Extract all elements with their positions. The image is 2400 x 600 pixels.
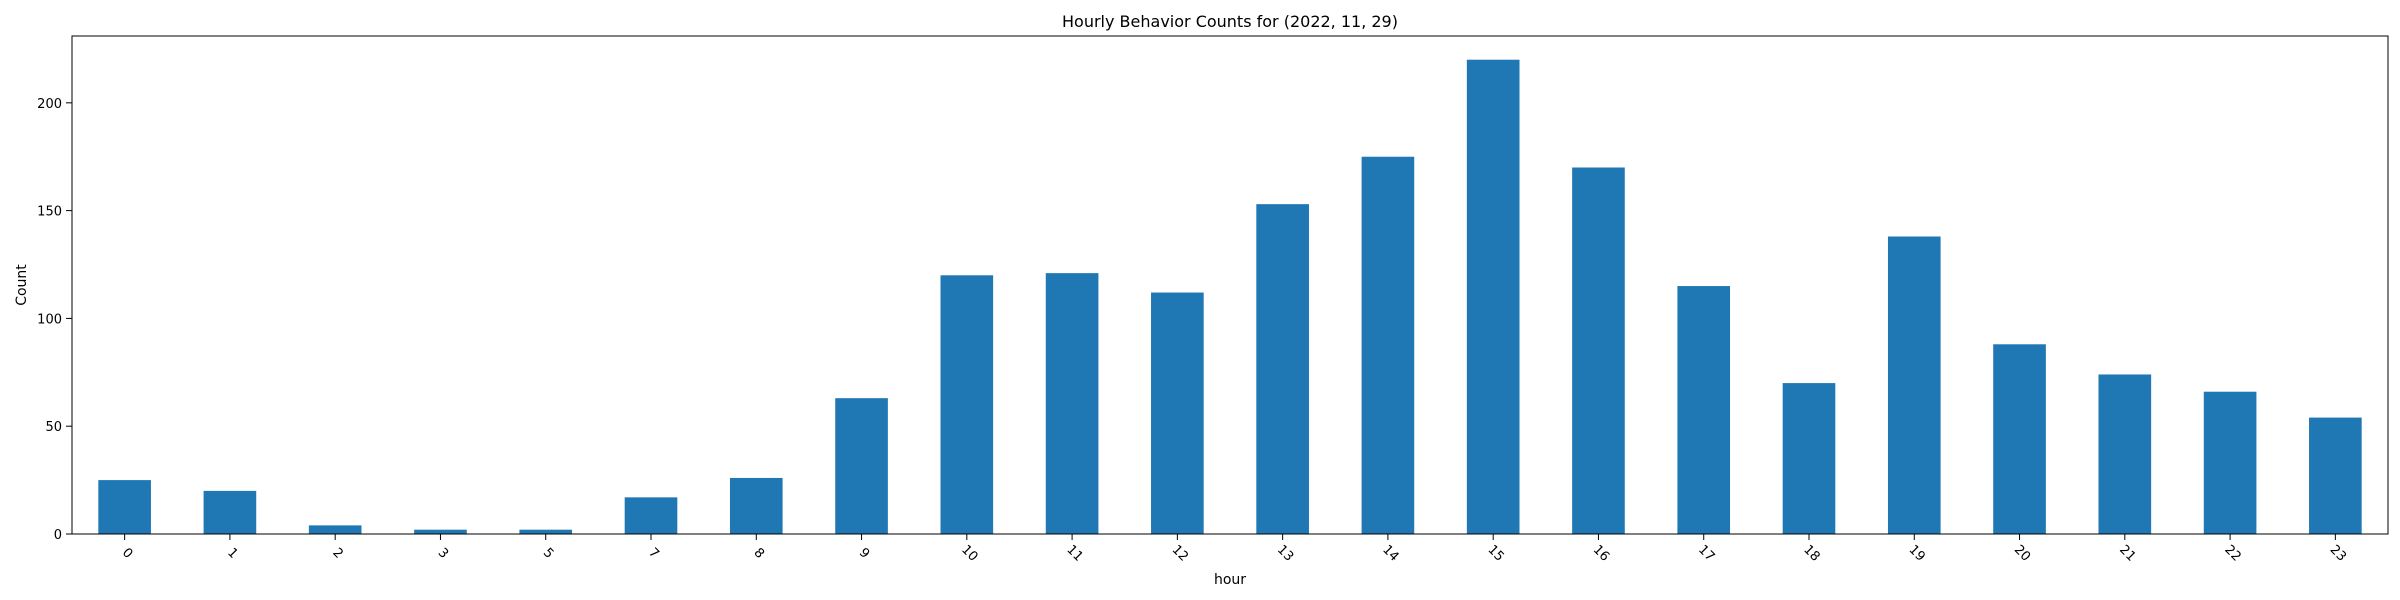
x-tick-label: 18	[1800, 542, 1822, 564]
x-tick-label: 2	[329, 545, 345, 561]
bar-hour-5	[519, 529, 573, 534]
x-tick-label: 17	[1695, 542, 1717, 564]
bar-hour-3	[414, 529, 467, 534]
x-tick-label: 16	[1590, 542, 1612, 564]
x-tick-label: 5	[540, 545, 556, 561]
plot-area: 0 1 2 3 5 7 8 9 10 11 12 13 14 15 16 17 18 19 20 21 22 23 050…	[37, 35, 2389, 565]
bar-hour-12	[1151, 292, 1204, 534]
y-tick-label: 200	[37, 97, 62, 112]
bar-hour-16	[1572, 167, 1625, 534]
x-tick-label: 22	[2221, 542, 2243, 564]
bar-hour-8	[729, 477, 783, 534]
x-tick-label: 15	[1485, 542, 1507, 564]
bar-hour-17	[1677, 286, 1731, 534]
x-tick-label: 12	[1169, 542, 1191, 564]
x-tick-label: 23	[2327, 542, 2349, 564]
x-tick-label: 14	[1379, 542, 1401, 564]
bar-hour-20	[1993, 344, 2046, 534]
bar-hour-9	[835, 398, 888, 534]
x-tick-label: 11	[1063, 542, 1085, 564]
y-tick-label: 50	[45, 420, 62, 435]
x-tick-label: 19	[1906, 542, 1928, 564]
plot-frame	[71, 35, 2389, 535]
x-tick-label: 0	[119, 545, 135, 561]
y-tick-label: 0	[54, 528, 62, 543]
bar-hour-10	[940, 275, 994, 534]
x-tick-label: 10	[958, 542, 980, 564]
bar-hour-23	[2309, 417, 2362, 534]
x-tick-label: 8	[751, 545, 767, 561]
y-tick-label: 100	[37, 312, 62, 327]
y-axis-ticks: 0 50 100 150 200	[37, 97, 72, 543]
bar-hour-22	[2203, 391, 2257, 534]
x-tick-label: 3	[435, 545, 451, 561]
y-axis-label: Count	[14, 264, 30, 306]
bar-hour-15	[1466, 59, 1520, 534]
x-tick-label: 21	[2116, 542, 2138, 564]
y-tick-label: 150	[37, 205, 62, 220]
bar-hour-0	[98, 480, 151, 534]
x-tick-label: 1	[224, 545, 240, 561]
bar-hour-18	[1782, 383, 1836, 534]
bar-hour-7	[624, 497, 678, 534]
bar-hour-11	[1045, 273, 1099, 534]
bar-hour-1	[203, 490, 257, 534]
x-tick-label: 20	[2011, 542, 2033, 564]
x-axis-ticks: 0 1 2 3 5 7 8 9 10 11 12 13 14 15 16 17 18 19 20 21 22 23	[119, 534, 2349, 565]
x-tick-label: 9	[856, 545, 872, 561]
x-tick-label: 7	[645, 545, 661, 561]
bar-hour-13	[1256, 204, 1309, 535]
bar-hour-21	[2098, 374, 2152, 534]
bar-hour-14	[1361, 156, 1415, 534]
bar-hour-2	[308, 525, 362, 534]
bars	[98, 59, 2362, 535]
x-axis-label: hour	[1214, 572, 1246, 588]
chart-title: Hourly Behavior Counts for (2022, 11, 29…	[1062, 12, 1398, 31]
x-tick-label: 13	[1274, 542, 1296, 564]
bar-hour-19	[1887, 236, 1941, 534]
